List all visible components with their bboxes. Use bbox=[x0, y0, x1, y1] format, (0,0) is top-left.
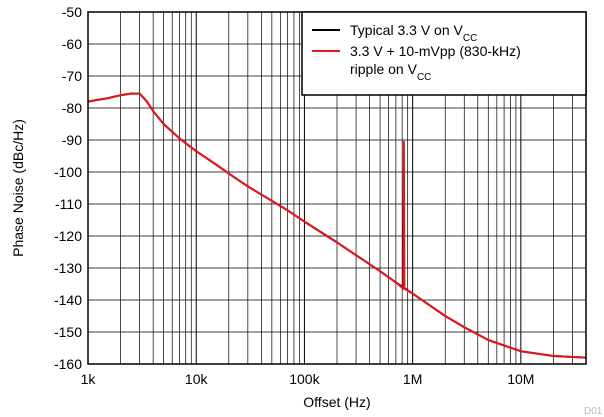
x-axis-label: Offset (Hz) bbox=[303, 394, 370, 410]
y-tick-label: -130 bbox=[54, 260, 82, 276]
y-tick-label: -140 bbox=[54, 292, 82, 308]
x-tick-labels: 1k 10k 100k 1M 10M bbox=[81, 371, 535, 387]
y-axis-label: Phase Noise (dBc/Hz) bbox=[10, 119, 26, 257]
y-tick-label: -70 bbox=[62, 68, 82, 84]
y-tick-label: -100 bbox=[54, 164, 82, 180]
x-tick-label: 1k bbox=[81, 371, 97, 387]
y-tick-label: -110 bbox=[55, 196, 82, 212]
y-tick-label: -80 bbox=[62, 100, 82, 116]
legend-label-typical: Typical 3.3 V on VCC bbox=[350, 22, 477, 44]
series-lines bbox=[87, 92, 587, 359]
x-tick-label: 1M bbox=[403, 371, 422, 387]
legend-label-typical-main: Typical 3.3 V on V bbox=[350, 22, 464, 38]
legend-label-ripple-line2: ripple on VCC bbox=[350, 61, 431, 83]
y-tick-label: -120 bbox=[54, 228, 82, 244]
series-line-2 bbox=[87, 92, 587, 359]
legend-box bbox=[301, 11, 587, 96]
y-tick-label: -90 bbox=[62, 132, 82, 148]
legend-label-ripple-line1: 3.3 V + 10-mVpp (830-kHz) bbox=[350, 43, 521, 59]
y-tick-label: -150 bbox=[54, 324, 82, 340]
legend-label-ripple-line2-main: ripple on V bbox=[350, 61, 418, 77]
x-tick-label: 10M bbox=[507, 371, 534, 387]
y-tick-labels: -50 -60 -70 -80 -90 -100 -110 -120 -130 -140 -150 -… bbox=[54, 4, 82, 372]
legend: Typical 3.3 V on VCC 3.3 V + 10-mVpp (83… bbox=[301, 11, 587, 96]
legend-label-typical-sub: CC bbox=[463, 33, 477, 44]
legend-label-ripple-line2-sub: CC bbox=[417, 72, 431, 83]
y-tick-label: -160 bbox=[54, 356, 82, 372]
y-tick-label: -60 bbox=[62, 36, 82, 52]
y-tick-label: -50 bbox=[62, 4, 82, 20]
x-tick-label: 10k bbox=[185, 371, 209, 387]
x-tick-label: 100k bbox=[289, 371, 320, 387]
figure-id-watermark: D01 bbox=[584, 406, 603, 417]
